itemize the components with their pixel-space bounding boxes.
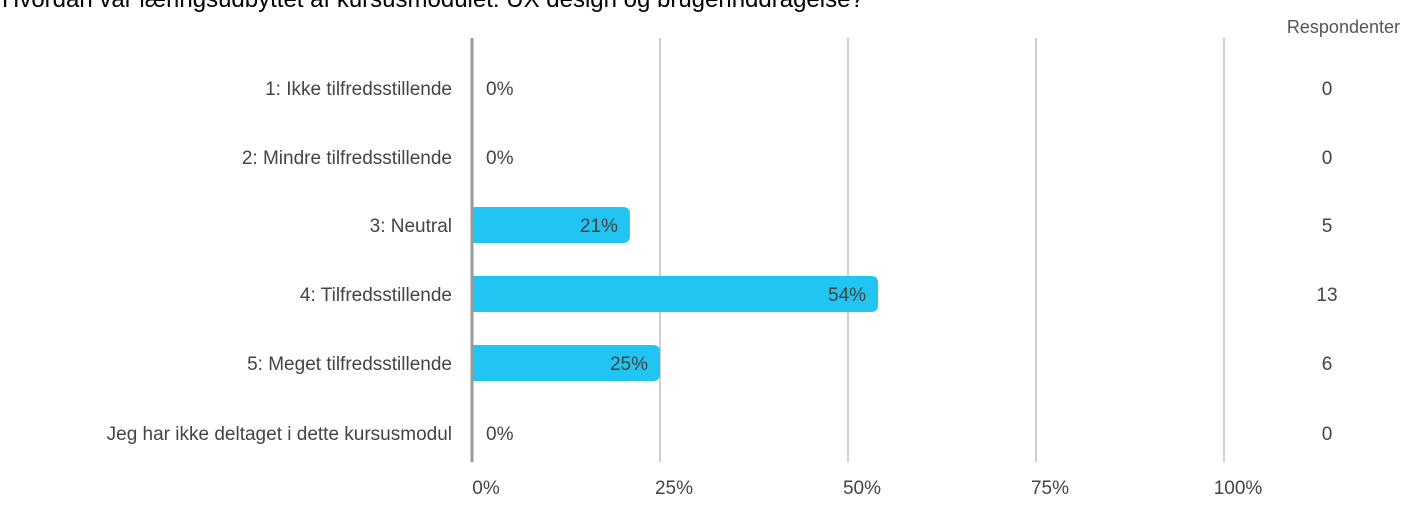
respondent-count: 5 <box>1322 216 1333 237</box>
category-label: 2: Mindre tilfredsstillende <box>242 148 452 169</box>
bar-3 <box>472 207 630 243</box>
labels: 1: Ikke tilfredsstillende 0% 0 2: Mindre ti… <box>107 79 1338 499</box>
category-label: 5: Meget tilfredsstillende <box>247 354 452 375</box>
respondent-count: 0 <box>1322 148 1333 169</box>
category-label: 3: Neutral <box>370 216 452 237</box>
x-tick-label: 50% <box>843 478 881 499</box>
value-label: 0% <box>486 424 514 445</box>
x-tick-label: 25% <box>655 478 693 499</box>
grid-lines <box>659 38 1225 462</box>
respondent-count: 0 <box>1322 424 1333 445</box>
chart-title: Hvordan var læringsudbyttet af kursusmod… <box>2 0 864 14</box>
respondent-count: 13 <box>1316 285 1337 306</box>
respondents-header: Respondenter <box>1286 17 1400 37</box>
value-label: 21% <box>580 216 618 237</box>
bar-5 <box>472 345 660 381</box>
value-label: 0% <box>486 148 514 169</box>
category-label: 4: Tilfredsstillende <box>300 285 452 306</box>
x-tick-label: 75% <box>1031 478 1069 499</box>
category-label: 1: Ikke tilfredsstillende <box>265 79 452 100</box>
x-tick-label: 100% <box>1214 478 1263 499</box>
category-label: Jeg har ikke deltaget i dette kursusmodu… <box>107 424 452 445</box>
bar-4 <box>472 276 879 312</box>
value-label: 25% <box>610 354 648 375</box>
bars <box>472 207 879 381</box>
respondent-count: 6 <box>1322 354 1333 375</box>
respondent-count: 0 <box>1322 79 1333 100</box>
value-label: 0% <box>486 79 514 100</box>
value-label: 54% <box>828 285 866 306</box>
x-tick-label: 0% <box>472 478 500 499</box>
